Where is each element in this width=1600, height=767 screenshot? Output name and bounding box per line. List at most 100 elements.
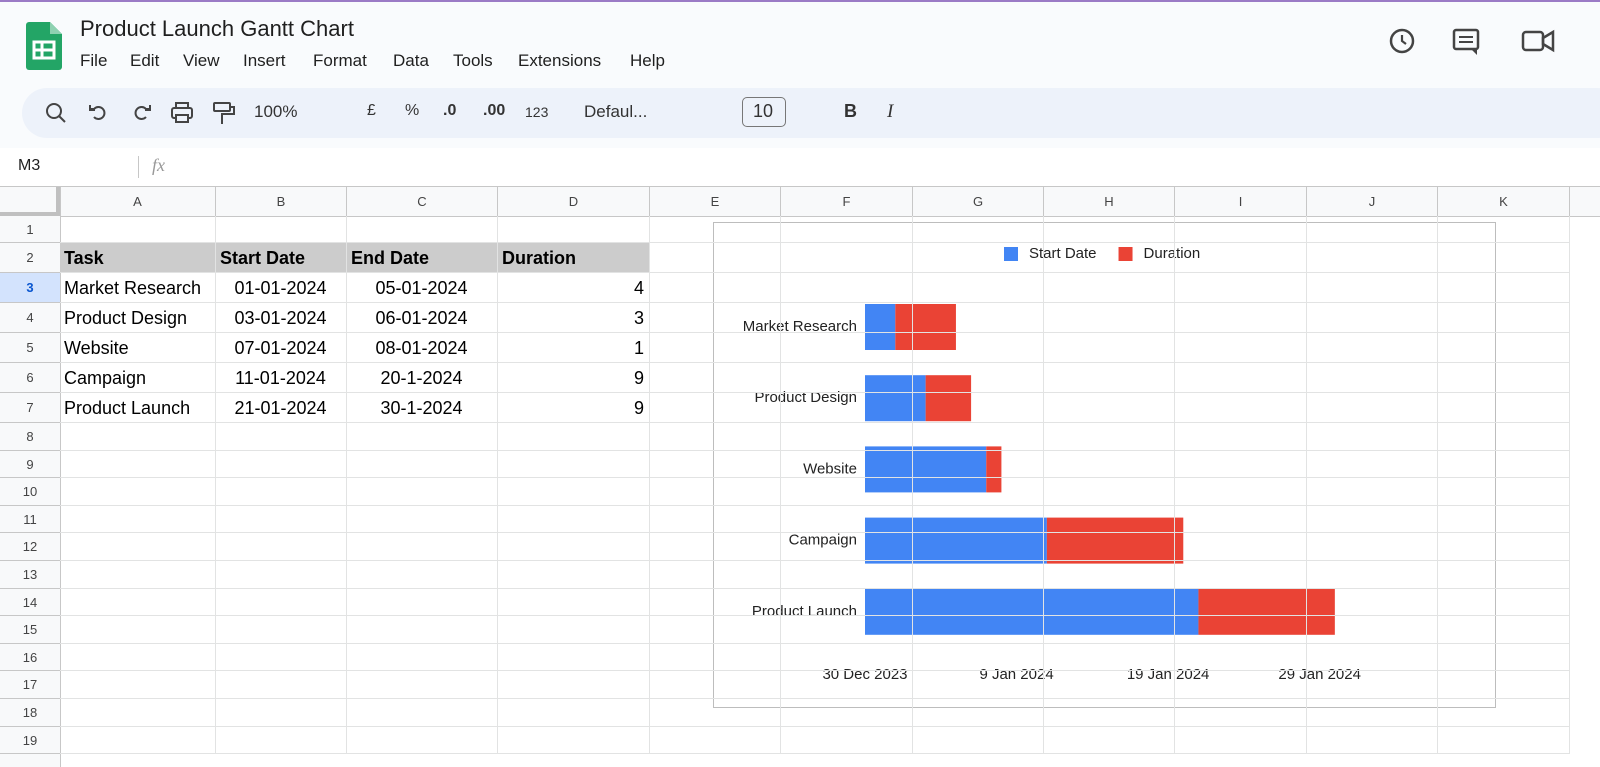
cell[interactable] — [913, 363, 1044, 393]
cell[interactable] — [216, 561, 347, 589]
cell[interactable] — [1307, 616, 1438, 644]
cell[interactable] — [650, 616, 781, 644]
cell[interactable] — [498, 505, 650, 534]
row-header[interactable]: 18 — [0, 699, 60, 727]
cell[interactable] — [1307, 363, 1438, 393]
cell[interactable] — [60, 505, 216, 534]
cell[interactable] — [1307, 561, 1438, 589]
cell[interactable] — [1438, 478, 1570, 506]
row-header[interactable]: 12 — [0, 533, 60, 561]
cell[interactable] — [60, 333, 216, 363]
cell[interactable] — [498, 478, 650, 506]
column-header[interactable]: A — [60, 187, 216, 216]
cell[interactable] — [1438, 243, 1570, 273]
cell[interactable] — [1438, 505, 1570, 534]
row-header[interactable]: 19 — [0, 727, 60, 755]
cell[interactable] — [347, 643, 498, 672]
cell[interactable] — [650, 363, 781, 393]
toolbar-increase-decimal[interactable]: .00 — [483, 102, 506, 120]
cell[interactable] — [1175, 588, 1307, 617]
cell[interactable] — [216, 450, 347, 479]
cell[interactable] — [650, 699, 781, 727]
row-header[interactable]: 5 — [0, 333, 60, 363]
cell[interactable] — [781, 478, 913, 506]
cell[interactable] — [60, 303, 216, 333]
cell[interactable] — [1438, 216, 1570, 243]
cell[interactable] — [913, 216, 1044, 243]
cell[interactable] — [913, 478, 1044, 506]
toolbar-decrease-decimal[interactable]: .0 — [443, 102, 457, 120]
column-header[interactable]: H — [1044, 187, 1175, 216]
cell[interactable] — [60, 423, 216, 451]
cell[interactable] — [498, 533, 650, 561]
cell[interactable] — [60, 533, 216, 561]
cell[interactable] — [1307, 505, 1438, 534]
cell[interactable] — [1307, 450, 1438, 479]
cell[interactable] — [781, 423, 913, 451]
cell[interactable] — [781, 273, 913, 303]
cell[interactable] — [1044, 333, 1175, 363]
cell[interactable] — [781, 303, 913, 333]
toolbar-number-format[interactable]: 123 — [525, 103, 549, 120]
row-header[interactable]: 2 — [0, 243, 60, 273]
toolbar-font-size[interactable]: 10 — [753, 101, 774, 122]
cell[interactable] — [60, 588, 216, 617]
select-all[interactable] — [0, 187, 60, 216]
cell[interactable] — [347, 616, 498, 644]
cell[interactable] — [498, 561, 650, 589]
cell[interactable] — [781, 561, 913, 589]
cell[interactable] — [1438, 533, 1570, 561]
cell[interactable] — [498, 216, 650, 243]
cell[interactable] — [1307, 216, 1438, 243]
doc-title[interactable]: Product Launch Gantt Chart — [80, 16, 354, 41]
row-header[interactable]: 9 — [0, 451, 60, 479]
cell[interactable] — [650, 243, 781, 273]
cell[interactable] — [1175, 450, 1307, 479]
toolbar-font[interactable]: Defaul... — [584, 101, 648, 121]
cell[interactable] — [1175, 423, 1307, 451]
cell[interactable] — [347, 450, 498, 479]
cell[interactable] — [1438, 671, 1570, 699]
cell[interactable] — [1044, 533, 1175, 561]
cell[interactable] — [498, 333, 650, 363]
menu-item[interactable]: Format — [313, 51, 367, 70]
column-header[interactable]: F — [781, 187, 913, 216]
cell[interactable] — [1175, 303, 1307, 333]
cell[interactable] — [1044, 616, 1175, 644]
cell[interactable] — [1438, 393, 1570, 423]
cell[interactable] — [347, 273, 498, 303]
cell[interactable] — [1044, 699, 1175, 727]
cell[interactable] — [347, 303, 498, 333]
cell[interactable] — [1438, 726, 1570, 755]
cell[interactable] — [60, 671, 216, 699]
cell[interactable] — [60, 393, 216, 423]
row-header[interactable]: 8 — [0, 423, 60, 451]
cell[interactable] — [347, 243, 498, 273]
cell[interactable] — [216, 363, 347, 393]
cell[interactable] — [347, 393, 498, 423]
cell[interactable] — [498, 363, 650, 393]
cell[interactable] — [498, 273, 650, 303]
cell[interactable] — [1175, 363, 1307, 393]
cell[interactable] — [1044, 643, 1175, 672]
cell[interactable] — [347, 726, 498, 755]
cell[interactable] — [1175, 533, 1307, 561]
cell[interactable] — [216, 478, 347, 506]
cell[interactable] — [498, 671, 650, 699]
cell[interactable] — [913, 726, 1044, 755]
row-header[interactable]: 3 — [0, 273, 60, 303]
cell[interactable] — [216, 533, 347, 561]
cell[interactable] — [913, 505, 1044, 534]
cell[interactable] — [216, 643, 347, 672]
toolbar-italic[interactable]: I — [887, 100, 894, 122]
cell[interactable] — [1307, 478, 1438, 506]
cell[interactable] — [1307, 533, 1438, 561]
menu-item[interactable]: Tools — [453, 51, 493, 70]
cell[interactable] — [1438, 423, 1570, 451]
menu-item[interactable]: Data — [393, 51, 429, 70]
cell[interactable] — [347, 423, 498, 451]
column-header[interactable]: E — [650, 187, 781, 216]
row-header[interactable]: 10 — [0, 478, 60, 506]
cell[interactable] — [1307, 393, 1438, 423]
menu-item[interactable]: File — [80, 51, 108, 70]
